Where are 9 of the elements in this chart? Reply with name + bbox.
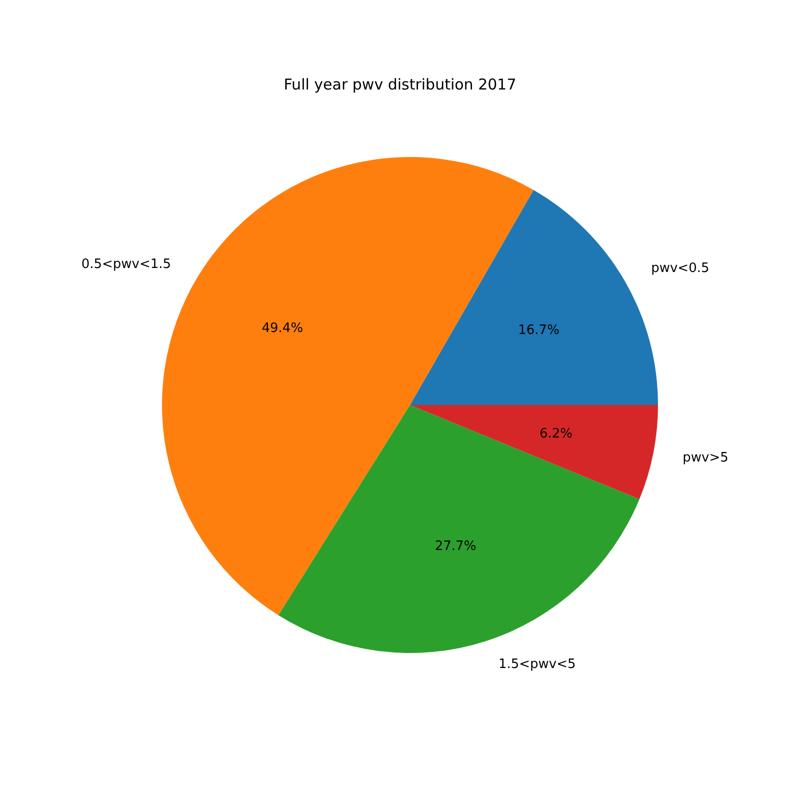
data-label: 27.7% <box>434 539 476 554</box>
chart-title: Full year pwv distribution 2017 <box>284 76 516 94</box>
slice-label: pwv<0.5 <box>651 260 710 276</box>
slice-label: 0.5<pwv<1.5 <box>81 257 172 272</box>
data-label: 49.4% <box>262 320 304 336</box>
slice-label: pwv>5 <box>682 450 728 466</box>
slice-label: 1.5<pwv<5 <box>498 657 576 672</box>
data-label: 6.2% <box>539 426 572 442</box>
data-label: 16.7% <box>518 322 560 338</box>
